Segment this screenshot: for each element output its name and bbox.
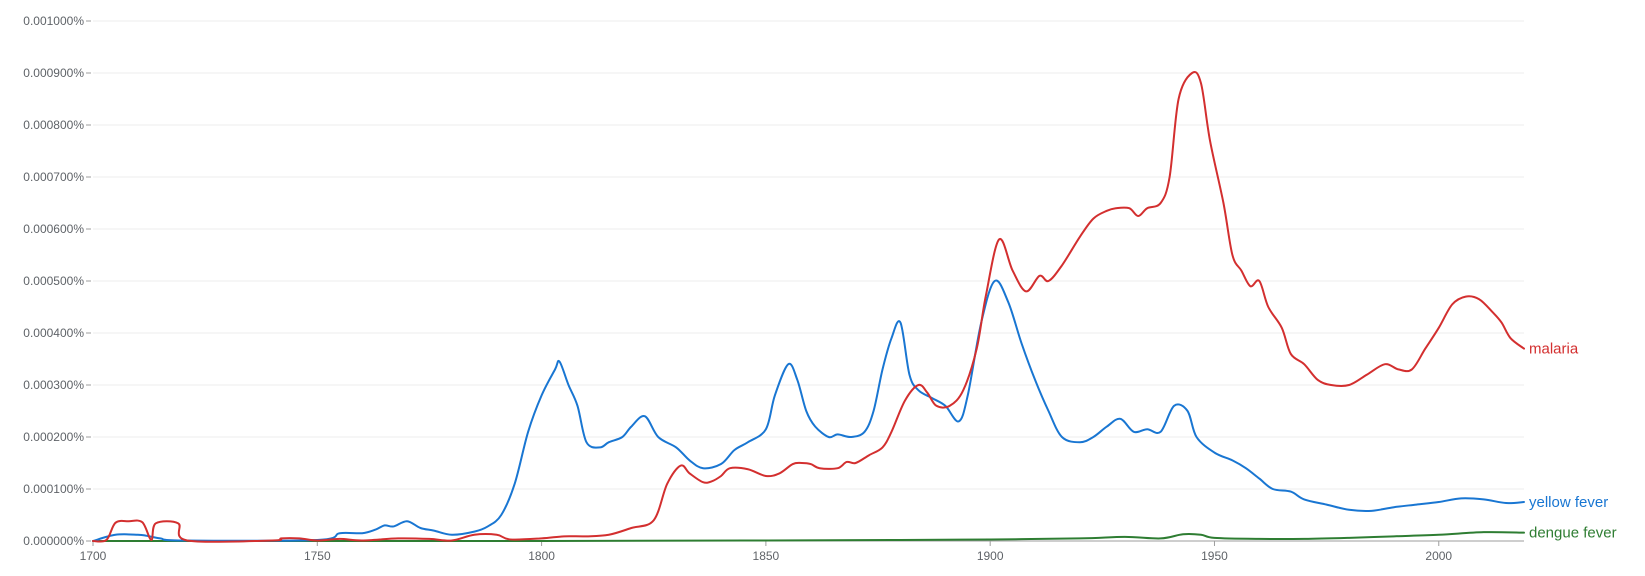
series-line-malaria[interactable] bbox=[92, 70, 1525, 543]
series-line-dengue-fever[interactable] bbox=[92, 531, 1525, 543]
y-tick-label: 0.000300% bbox=[23, 378, 84, 392]
series-lines bbox=[92, 70, 1525, 543]
y-tick-label: 0.000600% bbox=[23, 222, 84, 236]
series-line-yellow-fever[interactable] bbox=[92, 279, 1525, 542]
x-axis: 1700 1750 1800 1850 1900 1950 2000 bbox=[80, 541, 1452, 563]
y-tick-label: 0.000500% bbox=[23, 274, 84, 288]
y-tick-label: 0.001000% bbox=[23, 14, 84, 28]
series-label-malaria: malaria bbox=[1529, 341, 1579, 358]
y-tick-label: 0.000700% bbox=[23, 170, 84, 184]
series-label-yellow-fever: yellow fever bbox=[1529, 494, 1608, 511]
y-tick-label: 0.000900% bbox=[23, 66, 84, 80]
series-label-dengue-fever: dengue fever bbox=[1529, 525, 1617, 542]
x-tick-label: 1950 bbox=[1201, 549, 1228, 563]
x-tick-label: 1900 bbox=[977, 549, 1004, 563]
x-tick-label: 1750 bbox=[304, 549, 331, 563]
x-tick-label: 1850 bbox=[753, 549, 780, 563]
y-tick-label: 0.000400% bbox=[23, 326, 84, 340]
grid-lines bbox=[93, 20, 1524, 542]
y-tick-label: 0.000800% bbox=[23, 118, 84, 132]
y-tick-label: 0.000200% bbox=[23, 430, 84, 444]
y-tick-label: 0.000100% bbox=[23, 482, 84, 496]
x-tick-label: 2000 bbox=[1425, 549, 1452, 563]
x-tick-label: 1800 bbox=[528, 549, 555, 563]
y-axis: 0.000000% 0.000100% 0.000200% 0.000300% 0.00… bbox=[23, 14, 91, 548]
y-tick-label: 0.000000% bbox=[23, 534, 84, 548]
series-labels: malaria yellow fever dengue fever bbox=[1529, 341, 1617, 542]
x-tick-label: 1700 bbox=[80, 549, 107, 563]
